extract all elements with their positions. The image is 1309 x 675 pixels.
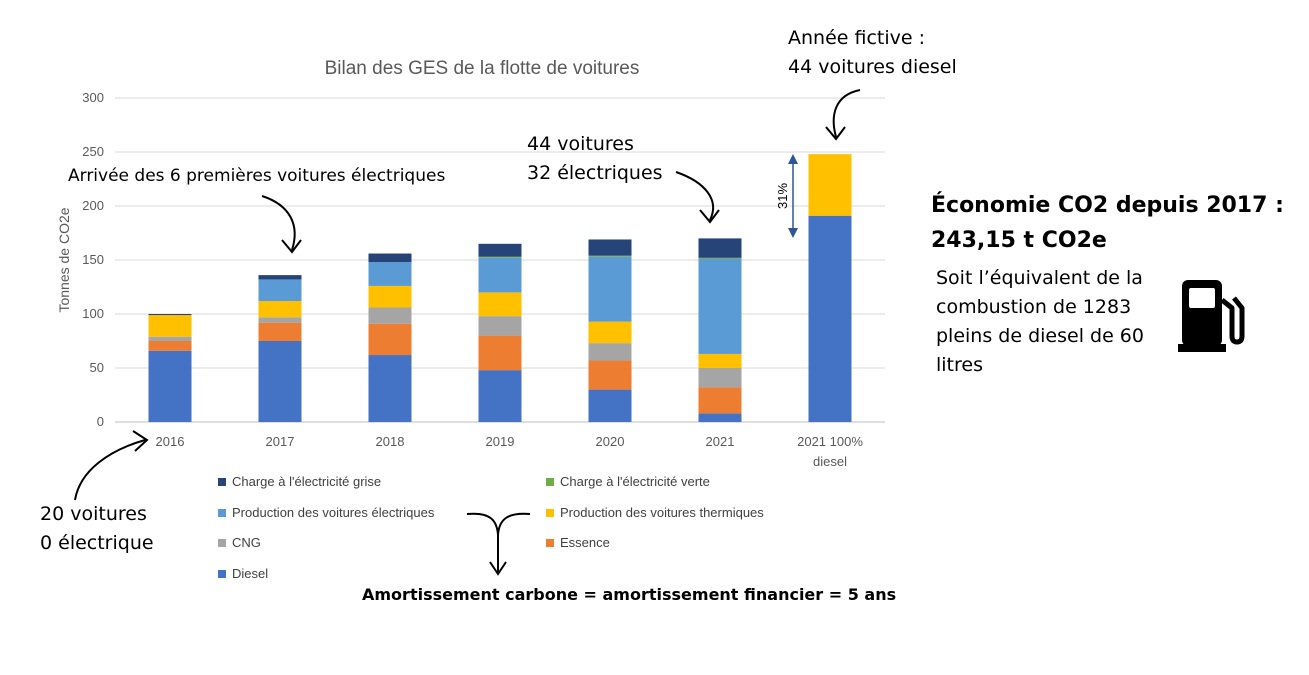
bar-segment — [148, 350, 192, 422]
y-tick-labels: 0 50 100 150 200 250 300 — [82, 90, 104, 429]
legend-label: Diesel — [232, 566, 269, 581]
y-tick-label: 50 — [90, 360, 104, 375]
bar-segment — [368, 253, 412, 263]
bar-segment — [258, 322, 302, 341]
bar-segment — [698, 238, 742, 258]
bars — [148, 154, 852, 422]
x-tick-label: diesel — [813, 454, 847, 469]
x-tick-label: 2018 — [376, 434, 405, 449]
annotation-fleet-2021: 44 voitures 32 électriques — [527, 133, 663, 184]
y-tick-label: 200 — [82, 198, 104, 213]
legend-swatch — [546, 538, 554, 547]
bar-segment — [258, 275, 302, 280]
bar-segment — [698, 387, 742, 414]
legend-item: Charge à l'électricité grise — [218, 474, 381, 489]
bar-segment — [588, 239, 632, 256]
bar-segment — [258, 341, 302, 422]
bar-segment — [368, 355, 412, 422]
bar-segment — [368, 307, 412, 324]
arrow-fictive — [825, 89, 861, 141]
bar-segment — [588, 255, 632, 257]
legend-item: Essence — [546, 535, 610, 550]
y-tick-label: 300 — [82, 90, 104, 105]
bar-segment — [478, 316, 522, 336]
legend-swatch — [218, 477, 226, 486]
arrow-2016 — [74, 430, 149, 501]
percent-label: 31% — [775, 183, 790, 209]
x-tick-label: 2016 — [156, 434, 185, 449]
bar-segment — [698, 257, 742, 259]
bar-segment — [258, 279, 302, 302]
chart-title: Bilan des GES de la flotte de voitures — [325, 58, 640, 79]
bar-segment — [588, 389, 632, 422]
y-tick-label: 0 — [97, 414, 104, 429]
legend-item: Diesel — [218, 566, 268, 581]
y-tick-label: 250 — [82, 144, 104, 159]
bar-segment — [478, 335, 522, 371]
bar-segment — [368, 262, 412, 286]
bar-segment — [478, 292, 522, 317]
arrow-first-ev — [261, 195, 302, 254]
legend-item: Production des voitures thermiques — [546, 505, 764, 520]
bar-segment — [588, 256, 632, 322]
bar-segment — [808, 215, 852, 422]
legend-item: Charge à l'électricité verte — [546, 474, 710, 489]
legend-label: Production des voitures électriques — [232, 505, 435, 520]
annotation-first-ev: Arrivée des 6 premières voitures électri… — [68, 166, 446, 186]
y-tick-label: 150 — [82, 252, 104, 267]
bar-segment — [478, 370, 522, 422]
x-tick-labels: 2016 2017 2018 2019 2020 2021 2021 100% diesel — [156, 434, 864, 469]
legend-label: Production des voitures thermiques — [560, 505, 764, 520]
bar-segment — [148, 315, 192, 337]
bar-segment — [368, 323, 412, 356]
percent-bracket: 31% — [775, 154, 798, 238]
x-tick-label: 2020 — [596, 434, 625, 449]
savings-equivalent: Soit l’équivalent de la combustion de 12… — [936, 267, 1144, 376]
legend-item: CNG — [218, 535, 261, 550]
legend-label: Charge à l'électricité grise — [232, 474, 382, 489]
y-tick-label: 100 — [82, 306, 104, 321]
bar-segment — [478, 257, 522, 293]
bar-segment — [258, 317, 302, 323]
bar-segment — [148, 314, 192, 316]
bar-segment — [698, 353, 742, 368]
legend-swatch — [546, 508, 554, 517]
bar-segment — [588, 321, 632, 344]
arrow-2021 — [675, 171, 720, 224]
gridlines — [115, 97, 885, 423]
bar-segment — [148, 336, 192, 341]
x-tick-label: 2021 — [706, 434, 735, 449]
bar-segment — [478, 256, 522, 258]
bar-segment — [698, 413, 742, 422]
bar-segment — [808, 154, 852, 216]
bar-segment — [698, 368, 742, 388]
footer-note: Amortissement carbone = amortissement fi… — [362, 585, 897, 604]
x-tick-label: 2017 — [266, 434, 295, 449]
bracket-arrow-down — [466, 512, 531, 576]
legend-swatch — [218, 569, 226, 578]
legend-label: CNG — [232, 535, 261, 550]
legend-swatch — [218, 538, 226, 547]
legend-label: Essence — [560, 535, 610, 550]
bar-segment — [368, 285, 412, 308]
bar-segment — [478, 243, 522, 257]
legend-swatch — [218, 508, 226, 517]
annotation-fictive-year: Année fictive : 44 voitures diesel — [788, 27, 957, 78]
bar-segment — [698, 258, 742, 354]
y-axis-label: Tonnes de CO2e — [56, 207, 72, 312]
legend-swatch — [546, 477, 554, 486]
fuel-pump-icon — [1178, 278, 1248, 356]
legend-label: Charge à l'électricité verte — [560, 474, 710, 489]
x-tick-label: 2021 100% — [797, 434, 863, 449]
bar-segment — [588, 360, 632, 390]
bar-segment — [148, 341, 192, 351]
x-tick-label: 2019 — [486, 434, 515, 449]
bar-segment — [588, 343, 632, 361]
annotation-fleet-2016: 20 voitures 0 électrique — [40, 503, 154, 554]
legend-item: Production des voitures électriques — [218, 505, 434, 520]
bar-segment — [258, 301, 302, 318]
savings-headline: Économie CO2 depuis 2017 : 243,15 t CO2e — [931, 193, 1284, 253]
